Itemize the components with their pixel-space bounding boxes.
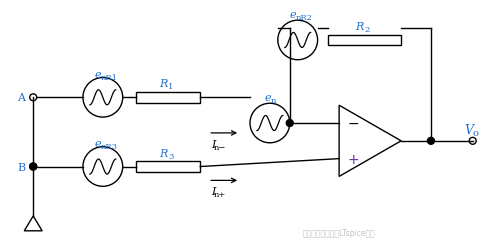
Bar [328,35,401,46]
Text: n+: n+ [214,190,226,198]
Text: 2: 2 [365,26,370,34]
Circle shape [286,120,293,127]
Text: I: I [211,139,215,149]
Text: 3: 3 [168,152,174,160]
Circle shape [428,138,434,145]
Circle shape [30,164,37,170]
Text: I: I [211,186,215,196]
Text: e: e [95,138,101,148]
Text: n: n [271,97,276,105]
Text: R: R [159,148,167,158]
Text: e: e [95,69,101,79]
Text: +: + [347,152,359,166]
Text: nR2: nR2 [296,14,312,22]
Bar [136,162,200,172]
Text: B: B [17,162,25,172]
Text: V: V [464,124,473,137]
Text: R: R [159,79,167,89]
Text: nR1: nR1 [101,73,118,81]
Text: e: e [290,10,296,20]
Text: 1: 1 [168,83,174,91]
Text: A: A [17,93,25,103]
Bar [136,92,200,103]
Text: o: o [473,129,479,138]
Text: e: e [265,93,272,103]
Text: R: R [355,22,364,32]
Text: −: − [347,116,359,130]
Text: n−: n− [214,143,226,151]
Text: nR3: nR3 [101,142,118,150]
Text: 放大器参数解析与LTspice仿真: 放大器参数解析与LTspice仿真 [303,228,376,237]
